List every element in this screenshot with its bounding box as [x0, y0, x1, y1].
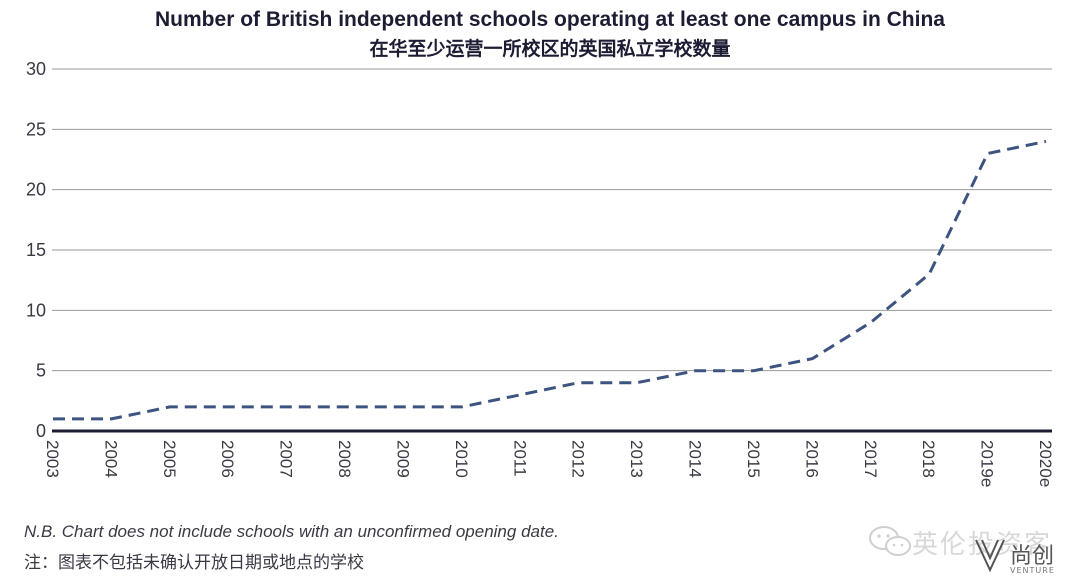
y-tick-label: 5 [36, 361, 46, 381]
y-tick-label: 10 [26, 300, 46, 320]
x-tick-label: 2019e [978, 440, 997, 487]
x-tick-label: 2004 [101, 440, 120, 478]
y-tick-label: 20 [26, 180, 46, 200]
x-tick-label: 2010 [452, 440, 471, 478]
brand-sub: VENTURE [1010, 566, 1055, 575]
x-tick-label: 2018 [919, 440, 938, 478]
watermark: 英伦投资客 尚创 VENTURE [860, 516, 1070, 582]
chart-title-en: Number of British independent schools op… [155, 8, 945, 31]
x-tick-label: 2020e [1036, 440, 1055, 487]
x-tick-label: 2008 [335, 440, 354, 478]
footnote-cn: 注：图表不包括未确认开放日期或地点的学校 [24, 553, 364, 572]
x-tick-label: 2012 [569, 440, 588, 478]
y-tick-label: 15 [26, 240, 46, 260]
footnote-en: N.B. Chart does not include schools with… [24, 522, 559, 541]
chart-title-cn: 在华至少运营一所校区的英国私立学校数量 [369, 39, 731, 60]
x-tick-label: 2006 [218, 440, 237, 478]
x-tick-label: 2005 [160, 440, 179, 478]
x-tick-label: 2015 [744, 440, 763, 478]
x-tick-label: 2009 [393, 440, 412, 478]
x-tick-label: 2014 [686, 440, 705, 478]
x-tick-label: 2013 [627, 440, 646, 478]
y-tick-label: 25 [26, 119, 46, 139]
x-tick-label: 2011 [510, 440, 529, 477]
chat-bubble-icon [869, 526, 911, 556]
y-tick-label: 30 [26, 59, 46, 79]
x-tick-label: 2003 [43, 440, 62, 478]
x-tick-label: 2017 [861, 440, 880, 478]
brand-name: 尚创 [1010, 544, 1055, 569]
series-line [53, 139, 1047, 421]
x-tick-label: 2016 [802, 440, 821, 478]
brand-logo-icon [975, 539, 1005, 573]
x-tick-label: 2007 [277, 440, 296, 478]
y-tick-label: 0 [36, 421, 46, 441]
watermark-text: 英伦投资客 [912, 530, 1053, 560]
